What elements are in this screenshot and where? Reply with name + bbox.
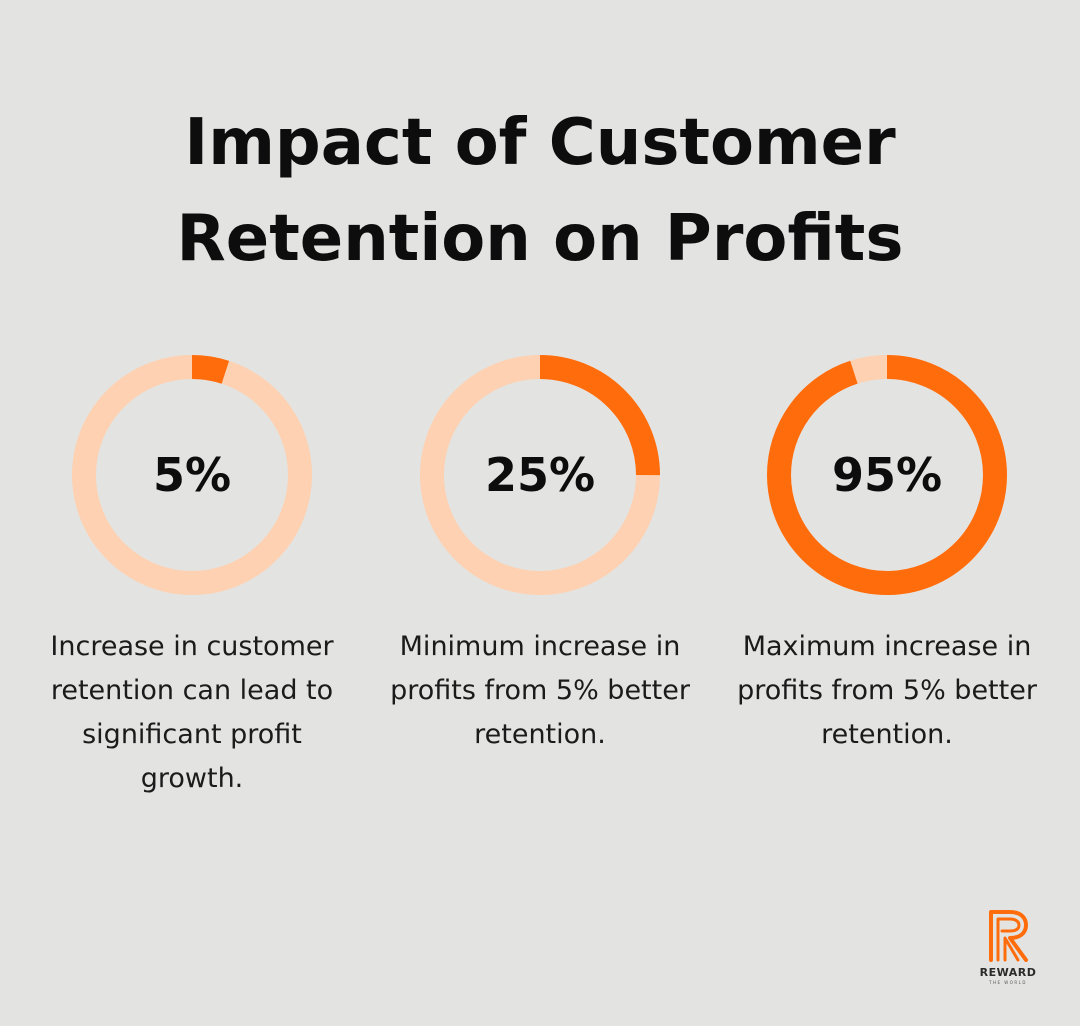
stat-description-1: Increase in customer retention can lead … [50, 631, 334, 794]
donut-value-2: 25% [484, 448, 596, 502]
donut-chart-1: 5% [72, 355, 312, 595]
donut-value-1: 5% [152, 448, 232, 502]
stat-description-3: Maximum increase in profits from 5% bett… [737, 631, 1037, 750]
donut-value-3: 95% [831, 448, 943, 502]
donut-arc-2 [420, 355, 660, 595]
donut-arc-1 [72, 355, 312, 595]
donut-svg-3 [767, 355, 1007, 595]
page-title: Impact of Customer Retention on Profits [0, 95, 1080, 287]
title-line-1: Impact of Customer [184, 106, 896, 180]
brand-name: REWARD [979, 966, 1037, 979]
brand-tagline: THE WORLD [989, 980, 1027, 985]
reward-r-logo-icon [989, 910, 1028, 962]
donut-svg-2 [420, 355, 660, 595]
donut-chart-2: 25% [420, 355, 660, 595]
title-line-2: Retention on Profits [176, 202, 904, 276]
donut-arc-3 [767, 355, 1007, 595]
donut-svg-1 [72, 355, 312, 595]
brand-logo: REWARD THE WORLD [968, 908, 1048, 988]
stat-description-2: Minimum increase in profits from 5% bett… [390, 631, 690, 750]
donut-chart-3: 95% [767, 355, 1007, 595]
